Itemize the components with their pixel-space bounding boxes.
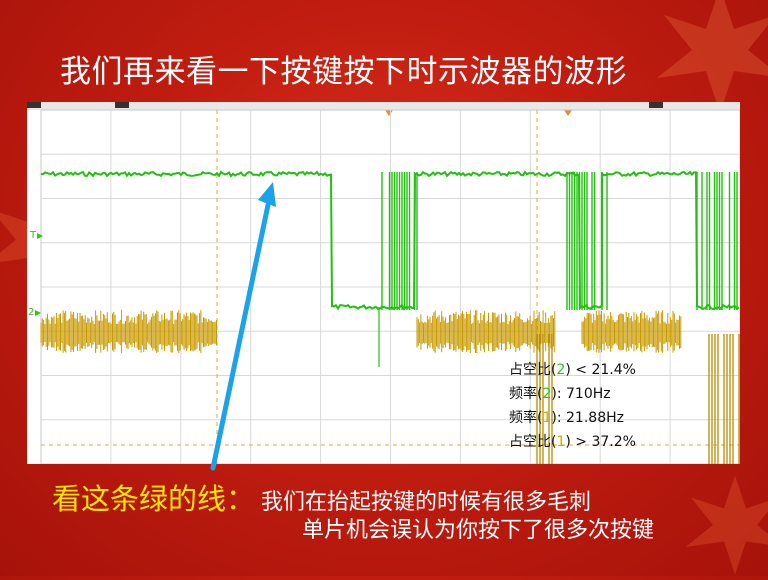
channel2-label: 2 <box>28 307 34 318</box>
readout-duty-ch2: 占空比(2) < 21.4% <box>509 362 636 378</box>
readout-freq-ch1: 频率(1): 21.88Hz <box>509 410 624 426</box>
time-marker-icon <box>385 110 393 116</box>
trigger-marker-icon <box>564 110 572 116</box>
slide-title: 我们再来看一下按键按下时示波器的波形 <box>60 54 627 90</box>
channel2-green-trace <box>40 170 740 367</box>
caption-line-1: 看这条绿的线： 我们在抬起按键的时候有很多毛刺 <box>52 476 591 518</box>
channel2-level-icon <box>35 310 41 316</box>
channel1-gold-trace <box>40 310 740 464</box>
scope-top-bar <box>27 102 740 110</box>
oscilloscope-screenshot: T 2 占空比(2) < 21.4% 频率(2): 710Hz 频率(1): 2… <box>27 102 740 464</box>
caption-highlight: 看这条绿的线： <box>52 482 256 516</box>
measurement-readouts: 占空比(2) < 21.4% 频率(2): 710Hz 频率(1): 21.88… <box>509 358 729 454</box>
trigger-level-icon <box>37 233 43 239</box>
maple-leaf-decoration-right <box>657 0 768 113</box>
maple-leaf-decoration-bottom <box>685 475 768 575</box>
caption-detail: 我们在抬起按键的时候有很多毛刺 <box>261 490 592 515</box>
trigger-label: T <box>29 230 37 241</box>
caption-line-2: 单片机会误认为你按下了很多次按键 <box>302 518 655 543</box>
oscilloscope-display: T 2 <box>27 102 740 464</box>
readout-duty-ch1: 占空比(1) > 37.2% <box>509 434 636 450</box>
readout-freq-ch2: 频率(2): 710Hz <box>509 386 611 402</box>
